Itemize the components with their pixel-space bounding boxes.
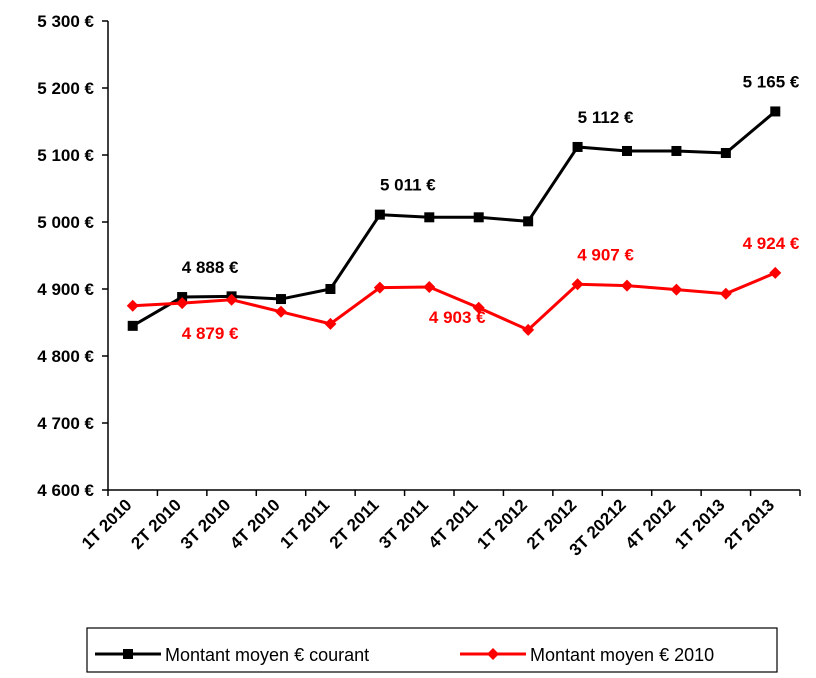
data-label: 5 011 € [380, 176, 436, 195]
legend-marker [487, 648, 499, 660]
x-tick-label: 4T 2011 [425, 495, 482, 552]
point-marker [770, 106, 781, 117]
y-tick-label: 5 300 € [37, 12, 94, 31]
y-tick-label: 5 100 € [37, 146, 94, 165]
x-tick-label: 3T 2010 [177, 495, 235, 553]
data-label: 4 924 € [743, 234, 800, 253]
x-tick-label: 2T 2013 [721, 495, 779, 553]
x-tick-label: 1T 2011 [276, 495, 333, 552]
y-tick-label: 4 800 € [37, 347, 94, 366]
data-label: 4 888 € [182, 258, 239, 277]
data-label: 4 907 € [577, 245, 634, 264]
series-line [131, 110, 777, 328]
y-tick-label: 5 200 € [37, 79, 94, 98]
point-marker [621, 279, 633, 292]
y-tick-label: 4 700 € [37, 414, 94, 433]
point-marker [374, 209, 385, 220]
data-label: 4 903 € [429, 308, 486, 327]
legend-label: Montant moyen € courant [165, 645, 369, 665]
x-tick-label: 4T 2010 [226, 495, 284, 553]
y-tick-label: 5 000 € [37, 213, 94, 232]
point-marker [324, 317, 337, 330]
point-marker [720, 147, 731, 158]
point-marker [769, 266, 782, 279]
point-marker [423, 280, 436, 293]
point-marker [276, 294, 286, 305]
data-label: 4 879 € [182, 324, 239, 343]
x-tick-label: 2T 2011 [326, 495, 383, 552]
point-marker [275, 305, 287, 318]
data-label: 5 165 € [743, 72, 800, 91]
legend: Montant moyen € courant Montant moyen € 2… [86, 627, 778, 673]
point-marker [126, 299, 139, 312]
point-marker [719, 287, 732, 300]
point-marker [472, 301, 485, 314]
point-marker [523, 216, 534, 227]
point-marker [373, 281, 386, 294]
point-marker [225, 293, 238, 306]
point-marker [571, 278, 584, 291]
legend-label: Montant moyen € 2010 [530, 645, 714, 665]
point-marker [670, 283, 683, 296]
point-marker [424, 212, 435, 223]
x-tick-label: 1T 2013 [671, 495, 729, 553]
legend-box [86, 627, 778, 673]
y-tick-label: 4 600 € [37, 481, 94, 500]
series-line [132, 271, 776, 332]
y-tick-label: 4 900 € [37, 280, 94, 299]
point-marker [473, 212, 484, 223]
x-tick-label: 3T 2011 [375, 495, 432, 552]
x-tick-label: 4T 2012 [622, 495, 680, 553]
x-tick-label: 1T 2012 [473, 495, 531, 553]
point-marker [522, 323, 535, 336]
x-tick-label: 2T 2010 [127, 495, 185, 553]
point-marker [176, 297, 189, 310]
point-marker [622, 145, 632, 156]
point-marker [177, 292, 188, 303]
point-marker [325, 284, 336, 294]
data-label: 5 112 € [578, 108, 634, 127]
legend-marker [123, 649, 133, 659]
point-marker [572, 141, 583, 152]
point-marker [671, 145, 682, 156]
x-tick-label: 1T 2010 [78, 495, 136, 553]
point-marker [127, 320, 138, 331]
